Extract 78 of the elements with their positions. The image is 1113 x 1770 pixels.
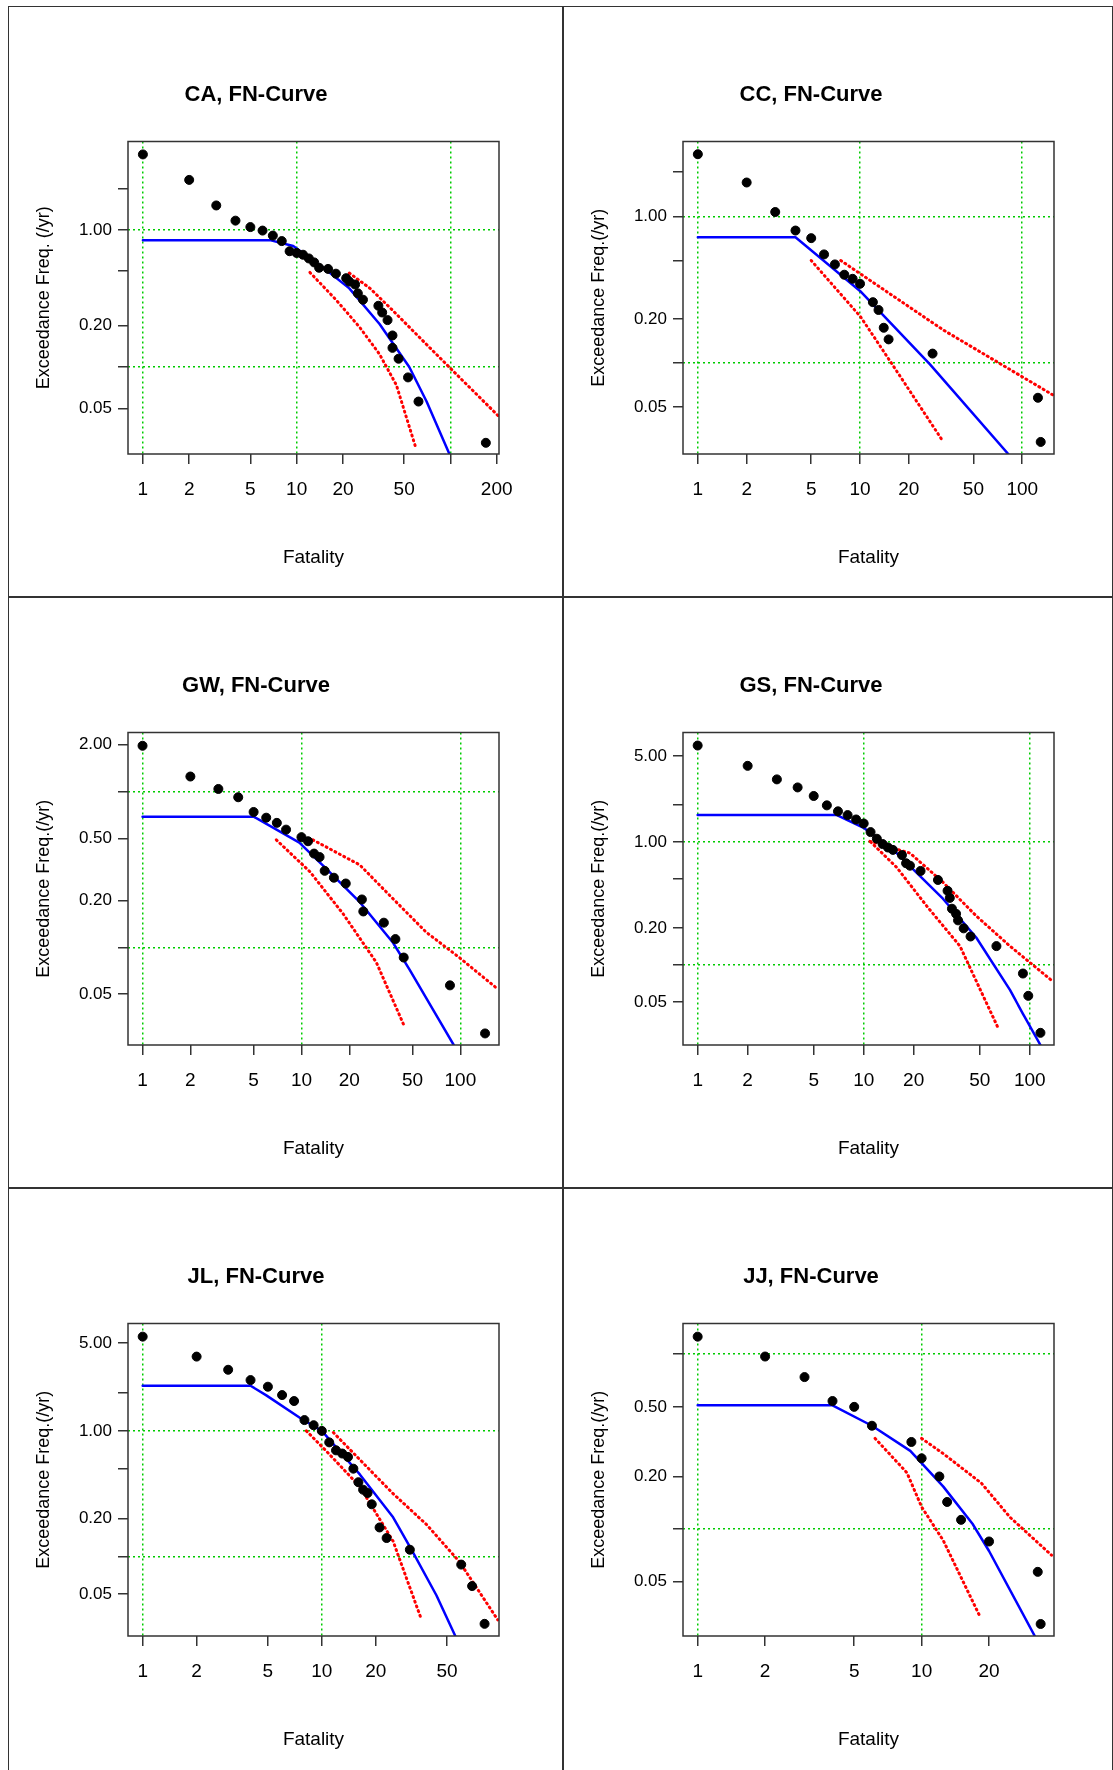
- x-tick-label: 5: [248, 1068, 259, 1090]
- chart-title: GS, FN-Curve: [739, 672, 883, 698]
- x-axis-title: Fatality: [282, 545, 345, 567]
- y-tick-label: 1.00: [78, 1420, 112, 1440]
- x-tick-label: 1: [137, 1068, 148, 1090]
- y-axis-title: Exceedance Freq.(/yr): [587, 1390, 608, 1569]
- x-tick-label: 20: [365, 1659, 387, 1681]
- chart-title: CA, FN-Curve: [184, 81, 328, 107]
- x-tick-label: 50: [393, 477, 415, 499]
- y-axis-title: Exceedance Freq. (/yr): [32, 206, 53, 390]
- y-tick-label: 5.00: [633, 745, 667, 765]
- chart-title: CC, FN-Curve: [739, 81, 883, 107]
- x-tick-label: 5: [805, 477, 817, 499]
- x-tick-label: 20: [332, 477, 354, 499]
- x-axis-title: Fatality: [282, 1136, 345, 1158]
- x-tick-label: 5: [245, 477, 256, 499]
- x-tick-label: 100: [1006, 477, 1039, 499]
- y-tick-label: 0.20: [633, 1466, 667, 1486]
- x-tick-label: 1: [692, 1068, 703, 1090]
- x-tick-label: 20: [898, 477, 920, 499]
- y-tick-label: 0.05: [78, 983, 112, 1003]
- chart-title: GW, FN-Curve: [182, 672, 330, 698]
- x-tick-label: 20: [338, 1068, 360, 1090]
- y-tick-label: 0.50: [78, 828, 112, 848]
- x-tick-label: 50: [436, 1659, 458, 1681]
- y-tick-label: 1.00: [78, 219, 112, 239]
- x-tick-label: 10: [286, 477, 308, 499]
- x-axis-title: Fatality: [837, 1136, 900, 1158]
- y-tick-label: 0.20: [78, 315, 112, 335]
- y-tick-label: 0.05: [633, 991, 667, 1011]
- x-tick-label: 20: [903, 1068, 925, 1090]
- y-axis-title: Exceedance Freq.(/yr): [587, 799, 608, 978]
- x-tick-label: 100: [444, 1068, 477, 1090]
- x-tick-label: 5: [808, 1068, 820, 1090]
- x-tick-label: 10: [911, 1659, 933, 1681]
- y-tick-label: 0.20: [78, 890, 112, 910]
- y-axis-title: Exceedance Freq.(/yr): [32, 799, 53, 978]
- x-tick-label: 5: [262, 1659, 274, 1681]
- x-tick-label: 100: [1013, 1068, 1046, 1090]
- y-tick-label: 1.00: [633, 206, 667, 225]
- x-axis-title: Fatality: [282, 1727, 345, 1749]
- x-tick-label: 20: [978, 1659, 1000, 1681]
- y-tick-label: 0.05: [78, 1583, 112, 1603]
- x-tick-label: 200: [480, 477, 513, 499]
- chart-title: JL, FN-Curve: [187, 1263, 325, 1289]
- y-axis-title: Exceedance Freq.(/yr): [32, 1390, 53, 1569]
- chart-title: JJ, FN-Curve: [743, 1263, 879, 1289]
- x-tick-label: 5: [848, 1659, 860, 1681]
- y-axis-title: Exceedance Freq.(/yr): [587, 208, 608, 387]
- x-tick-label: 2: [185, 1068, 196, 1090]
- x-tick-label: 2: [741, 477, 752, 499]
- x-tick-label: 50: [401, 1068, 424, 1090]
- x-tick-label: 1: [137, 1659, 148, 1681]
- x-tick-label: 1: [137, 477, 149, 499]
- y-tick-label: 0.20: [633, 917, 667, 937]
- x-tick-label: 1: [692, 1659, 703, 1681]
- x-tick-label: 2: [759, 1659, 771, 1681]
- x-tick-label: 10: [290, 1068, 313, 1090]
- x-tick-label: 10: [311, 1659, 333, 1681]
- x-tick-label: 10: [853, 1068, 875, 1090]
- y-tick-label: 0.05: [633, 1571, 667, 1591]
- y-tick-label: 0.20: [633, 308, 667, 328]
- x-tick-label: 2: [742, 1068, 753, 1090]
- y-tick-label: 0.05: [78, 397, 112, 417]
- x-axis-title: Fatality: [837, 1727, 900, 1749]
- y-tick-label: 0.05: [633, 396, 667, 416]
- y-tick-label: 1.00: [633, 831, 667, 851]
- x-tick-label: 2: [191, 1659, 202, 1681]
- y-tick-label: 0.20: [78, 1508, 112, 1528]
- x-tick-label: 50: [969, 1068, 991, 1090]
- y-tick-label: 5.00: [78, 1332, 112, 1352]
- x-tick-label: 2: [183, 477, 195, 499]
- y-tick-label: 0.50: [633, 1396, 667, 1416]
- x-axis-title: Fatality: [837, 545, 900, 567]
- x-tick-label: 10: [849, 477, 871, 499]
- x-tick-label: 50: [962, 477, 984, 499]
- x-tick-label: 1: [692, 477, 704, 499]
- y-tick-label: 2.00: [78, 734, 112, 754]
